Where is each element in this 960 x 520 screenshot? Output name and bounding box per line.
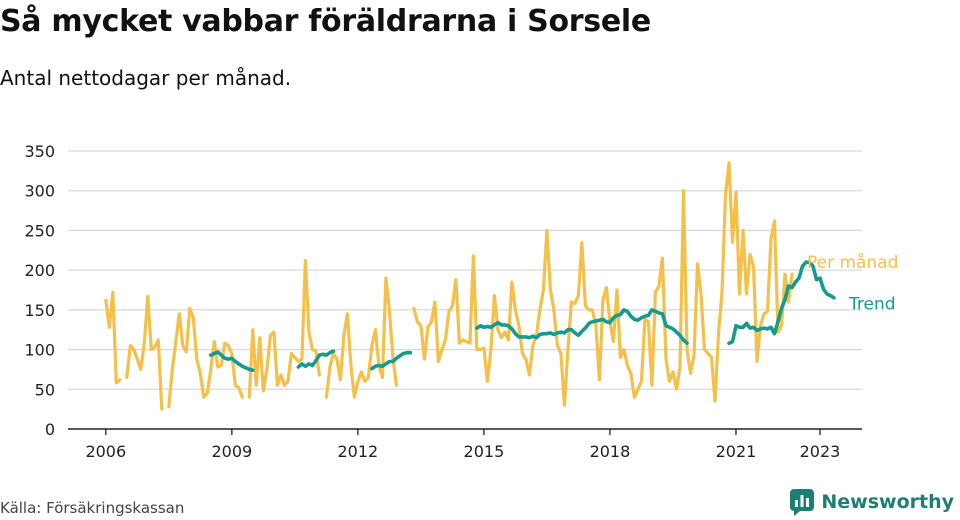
- brand-name: Newsworthy: [821, 491, 954, 513]
- y-tick-label: 200: [24, 261, 55, 280]
- legend-label-monthly: Per månad: [807, 252, 898, 273]
- series-trend: [209, 260, 836, 373]
- y-tick-label: 100: [24, 341, 55, 360]
- source-label: Källa: Försäkringskassan: [0, 499, 185, 517]
- monthly-line-segment: [104, 290, 122, 385]
- y-tick-label: 250: [24, 221, 55, 240]
- legend-label-trend: Trend: [848, 295, 896, 315]
- y-tick-label: 50: [35, 380, 55, 399]
- monthly-line-segment: [247, 259, 321, 399]
- y-tick-label: 150: [24, 301, 55, 320]
- y-tick-label: 0: [45, 420, 55, 439]
- x-tick-label: 2006: [85, 442, 126, 461]
- monthly-line-segment: [125, 294, 164, 411]
- series-monthly: [104, 161, 794, 411]
- y-tick-label: 300: [24, 182, 55, 201]
- x-tick-label: 2012: [338, 442, 379, 461]
- x-tick-label: 2023: [800, 442, 841, 461]
- chart-subtitle: Antal nettodagar per månad.: [0, 66, 292, 90]
- chart-title: Så mycket vabbar föräldrarna i Sorsele: [0, 4, 651, 39]
- x-tick-label: 2009: [211, 442, 252, 461]
- x-tick-label: 2018: [590, 442, 631, 461]
- trend-line-segment: [370, 350, 413, 371]
- monthly-line-segment: [412, 161, 794, 407]
- trend-line-segment: [209, 350, 255, 373]
- monthly-line-segment: [167, 306, 244, 409]
- brand-logo[interactable]: Newsworthy: [789, 488, 954, 516]
- monthly-line-segment: [324, 276, 398, 399]
- trend-line-segment: [296, 349, 336, 369]
- x-tick-label: 2021: [716, 442, 757, 461]
- y-tick-label: 350: [24, 142, 55, 161]
- x-tick-label: 2015: [464, 442, 505, 461]
- trend-line-segment: [727, 260, 836, 346]
- newsworthy-logo-icon: [790, 489, 815, 516]
- trend-line-segment: [475, 308, 689, 346]
